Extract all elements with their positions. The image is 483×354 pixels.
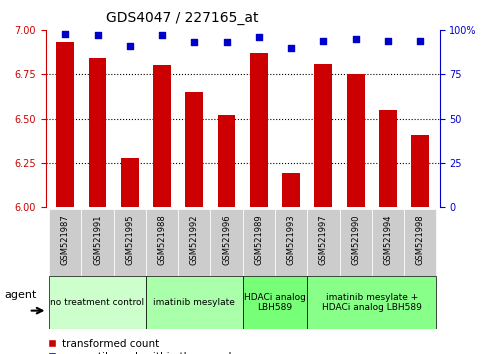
Bar: [146, 276, 243, 329]
Bar: [211, 209, 243, 276]
Bar: [412, 135, 429, 207]
Bar: [347, 74, 365, 207]
Text: GSM521987: GSM521987: [61, 214, 70, 265]
Bar: [404, 209, 436, 276]
Bar: [282, 173, 300, 207]
Bar: [250, 53, 268, 207]
Text: imatinib mesylate +
HDACi analog LBH589: imatinib mesylate + HDACi analog LBH589: [322, 293, 422, 312]
Point: [352, 36, 359, 42]
Text: GSM521992: GSM521992: [190, 214, 199, 265]
Bar: [49, 276, 146, 329]
Bar: [379, 110, 397, 207]
Legend: transformed count, percentile rank within the sample: transformed count, percentile rank withi…: [44, 335, 242, 354]
Bar: [178, 209, 211, 276]
Bar: [114, 209, 146, 276]
Bar: [81, 209, 114, 276]
Bar: [307, 276, 436, 329]
Text: GSM521994: GSM521994: [384, 214, 392, 265]
Text: GSM521988: GSM521988: [157, 214, 167, 265]
Point: [287, 45, 295, 51]
Point: [158, 33, 166, 38]
Text: GSM521993: GSM521993: [286, 214, 296, 265]
Bar: [121, 158, 139, 207]
Point: [61, 31, 69, 36]
Bar: [243, 209, 275, 276]
Bar: [372, 209, 404, 276]
Point: [94, 33, 101, 38]
Bar: [57, 42, 74, 207]
Text: GSM521997: GSM521997: [319, 214, 328, 265]
Bar: [146, 209, 178, 276]
Text: GSM521996: GSM521996: [222, 214, 231, 265]
Text: imatinib mesylate: imatinib mesylate: [154, 298, 235, 307]
Bar: [314, 64, 332, 207]
Text: GDS4047 / 227165_at: GDS4047 / 227165_at: [106, 11, 259, 25]
Text: GSM521990: GSM521990: [351, 214, 360, 265]
Bar: [89, 58, 106, 207]
Point: [384, 38, 392, 44]
Bar: [243, 276, 307, 329]
Point: [223, 40, 230, 45]
Bar: [275, 209, 307, 276]
Text: HDACi analog
LBH589: HDACi analog LBH589: [244, 293, 306, 312]
Bar: [49, 209, 81, 276]
Bar: [218, 115, 235, 207]
Point: [416, 38, 424, 44]
Text: no treatment control: no treatment control: [50, 298, 144, 307]
Text: GSM521989: GSM521989: [255, 214, 263, 265]
Point: [320, 38, 327, 44]
Point: [190, 40, 198, 45]
Text: GSM521991: GSM521991: [93, 214, 102, 265]
Bar: [340, 209, 372, 276]
Bar: [307, 209, 340, 276]
Point: [126, 43, 134, 49]
Text: GSM521998: GSM521998: [416, 214, 425, 265]
Text: agent: agent: [5, 290, 37, 300]
Point: [255, 34, 263, 40]
Bar: [185, 92, 203, 207]
Bar: [153, 65, 171, 207]
Text: GSM521995: GSM521995: [125, 214, 134, 265]
